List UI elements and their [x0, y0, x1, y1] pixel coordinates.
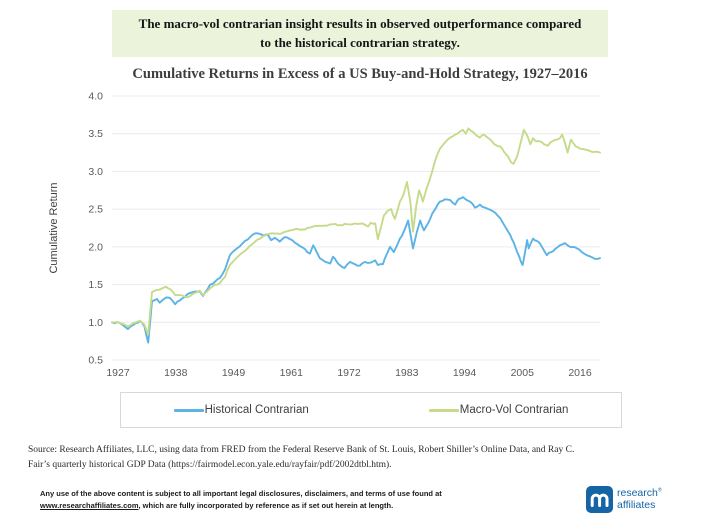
- footer: Any use of the above content is subject …: [0, 484, 720, 520]
- highlight-banner: The macro-vol contrarian insight results…: [112, 10, 608, 57]
- logo-word-affiliates: affiliates: [617, 498, 656, 511]
- ra-monogram-icon: [586, 486, 613, 513]
- legend-item-historical-contrarian: Historical Contrarian: [173, 404, 309, 416]
- researchaffiliates-link[interactable]: www.researchaffiliates.com: [40, 500, 139, 510]
- legend-item-macro-vol-contrarian: Macro-Vol Contrarian: [428, 404, 569, 416]
- chart-legend: Historical Contrarian Macro-Vol Contrari…: [120, 392, 622, 428]
- svg-text:1983: 1983: [395, 367, 419, 379]
- svg-text:Cumulative Return: Cumulative Return: [48, 182, 60, 273]
- disclaimer-text-2: , which are fully incorporated by refere…: [138, 500, 394, 510]
- macro-vol-contrarian-line-swatch: [428, 408, 459, 412]
- svg-text:1.5: 1.5: [88, 279, 103, 291]
- svg-text:1994: 1994: [453, 367, 477, 379]
- research-affiliates-logo: research® affiliates: [586, 486, 662, 513]
- svg-text:2.0: 2.0: [88, 241, 103, 253]
- svg-text:2016: 2016: [568, 367, 592, 379]
- source-note: Source: Research Affiliates, LLC, using …: [28, 443, 708, 474]
- svg-text:1972: 1972: [337, 367, 361, 379]
- svg-text:0.5: 0.5: [88, 355, 103, 367]
- logo-word-research: research: [617, 487, 658, 500]
- svg-text:1927: 1927: [106, 367, 130, 379]
- historical-contrarian-line-swatch: [173, 408, 204, 412]
- svg-text:1938: 1938: [164, 367, 188, 379]
- svg-text:3.5: 3.5: [88, 128, 103, 140]
- legend-label: Macro-Vol Contrarian: [459, 404, 569, 416]
- source-line-1: Source: Research Affiliates, LLC, using …: [28, 445, 575, 455]
- svg-text:1.0: 1.0: [88, 317, 103, 329]
- svg-text:4.0: 4.0: [88, 91, 103, 103]
- disclaimer-text-1: Any use of the above content is subject …: [40, 489, 442, 498]
- legal-disclaimer: Any use of the above content is subject …: [40, 488, 510, 511]
- source-line-2: Fair’s quarterly historical GDP Data (ht…: [28, 460, 392, 471]
- svg-text:1949: 1949: [222, 367, 246, 379]
- banner-text: The macro-vol contrarian insight results…: [138, 15, 582, 50]
- svg-text:1961: 1961: [280, 367, 304, 379]
- svg-text:3.0: 3.0: [88, 166, 103, 178]
- chart-title: Cumulative Returns in Excess of a US Buy…: [132, 66, 588, 82]
- logo-wordmark: research® affiliates: [617, 488, 662, 510]
- legend-label: Historical Contrarian: [204, 404, 309, 416]
- registered-mark: ®: [657, 487, 662, 494]
- svg-text:2.5: 2.5: [88, 204, 103, 216]
- svg-text:2005: 2005: [511, 367, 535, 379]
